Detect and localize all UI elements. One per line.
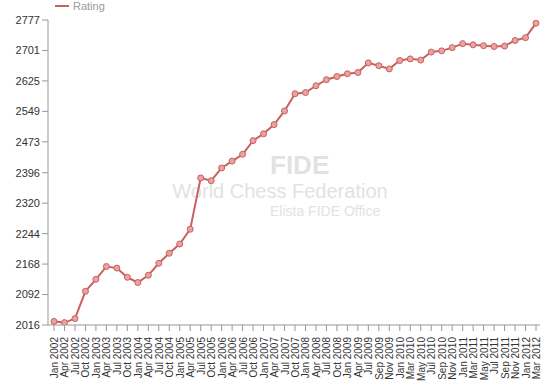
svg-text:Apr 2003: Apr 2003 (101, 337, 112, 378)
svg-text:May 2010: May 2010 (416, 337, 427, 381)
svg-text:Sep 2009: Sep 2009 (374, 337, 385, 380)
svg-text:Oct 2005: Oct 2005 (206, 337, 217, 378)
svg-text:Jul 2010: Jul 2010 (426, 337, 437, 375)
svg-text:Jul 2002: Jul 2002 (70, 337, 81, 375)
svg-text:Jul 2004: Jul 2004 (154, 337, 165, 375)
svg-text:2473: 2473 (16, 136, 40, 148)
svg-text:Oct 2002: Oct 2002 (80, 337, 91, 378)
svg-text:Jul 2007: Jul 2007 (280, 337, 291, 375)
svg-text:Jan 2004: Jan 2004 (133, 337, 144, 379)
svg-text:Oct 2006: Oct 2006 (248, 337, 259, 378)
svg-text:Jan 2005: Jan 2005 (175, 337, 186, 379)
svg-text:2549: 2549 (16, 105, 40, 117)
svg-text:Jan 2008: Jan 2008 (300, 337, 311, 379)
svg-text:Jul 2006: Jul 2006 (238, 337, 249, 375)
svg-text:Oct 2004: Oct 2004 (164, 337, 175, 378)
svg-text:Mar 2010: Mar 2010 (405, 337, 416, 380)
svg-text:Jan 2006: Jan 2006 (217, 337, 228, 379)
svg-text:Jan 2012: Jan 2012 (521, 337, 532, 379)
svg-text:Nov 2010: Nov 2010 (447, 337, 458, 380)
svg-text:Oct 2008: Oct 2008 (332, 337, 343, 378)
svg-text:Apr 2006: Apr 2006 (227, 337, 238, 378)
svg-text:Oct 2007: Oct 2007 (290, 337, 301, 378)
svg-text:Nov 2011: Nov 2011 (510, 337, 521, 380)
svg-text:2396: 2396 (16, 167, 40, 179)
svg-text:Jan 2002: Jan 2002 (49, 337, 60, 379)
svg-text:2625: 2625 (16, 75, 40, 87)
svg-text:Apr 2009: Apr 2009 (353, 337, 364, 378)
html-text:FIDE: FIDE (270, 150, 330, 180)
svg-text:Jan 2003: Jan 2003 (91, 337, 102, 379)
svg-text:Apr 2004: Apr 2004 (143, 337, 154, 378)
svg-text:Jul 2008: Jul 2008 (321, 337, 332, 375)
svg-text:2777: 2777 (16, 14, 40, 26)
svg-text:Mar 2011: Mar 2011 (468, 337, 479, 379)
svg-text:2701: 2701 (16, 44, 40, 56)
svg-text:Oct 2003: Oct 2003 (122, 337, 133, 378)
svg-text:2244: 2244 (16, 228, 40, 240)
svg-text:2168: 2168 (16, 258, 40, 270)
svg-text:Jan 2011: Jan 2011 (458, 337, 469, 378)
svg-text:Sep 2011: Sep 2011 (500, 337, 511, 380)
svg-text:2320: 2320 (16, 197, 40, 209)
svg-text:Jan 2010: Jan 2010 (395, 337, 406, 379)
svg-text:Jul 2009: Jul 2009 (363, 337, 374, 375)
html-text:World Chess Federation: World Chess Federation (172, 180, 388, 202)
svg-text:Apr 2007: Apr 2007 (269, 337, 280, 378)
svg-text:Jul 2011: Jul 2011 (489, 337, 500, 375)
svg-text:Nov 2009: Nov 2009 (384, 337, 395, 380)
svg-text:Jan 2009: Jan 2009 (342, 337, 353, 379)
svg-text:May 2011: May 2011 (479, 337, 490, 381)
svg-text:Apr 2008: Apr 2008 (311, 337, 322, 378)
html-text:Elista FIDE Office: Elista FIDE Office (270, 203, 381, 219)
svg-text:Jul 2005: Jul 2005 (196, 337, 207, 375)
svg-text:2016: 2016 (16, 319, 40, 331)
svg-text:Sep 2010: Sep 2010 (437, 337, 448, 380)
svg-text:Apr 2002: Apr 2002 (59, 337, 70, 378)
html-text:Rating: Rating (73, 0, 105, 12)
svg-text:Jan 2007: Jan 2007 (259, 337, 270, 379)
svg-text:Mar 2012: Mar 2012 (531, 337, 542, 380)
svg-text:2092: 2092 (16, 288, 40, 300)
svg-text:Apr 2005: Apr 2005 (185, 337, 196, 378)
svg-text:Jul 2003: Jul 2003 (112, 337, 123, 375)
